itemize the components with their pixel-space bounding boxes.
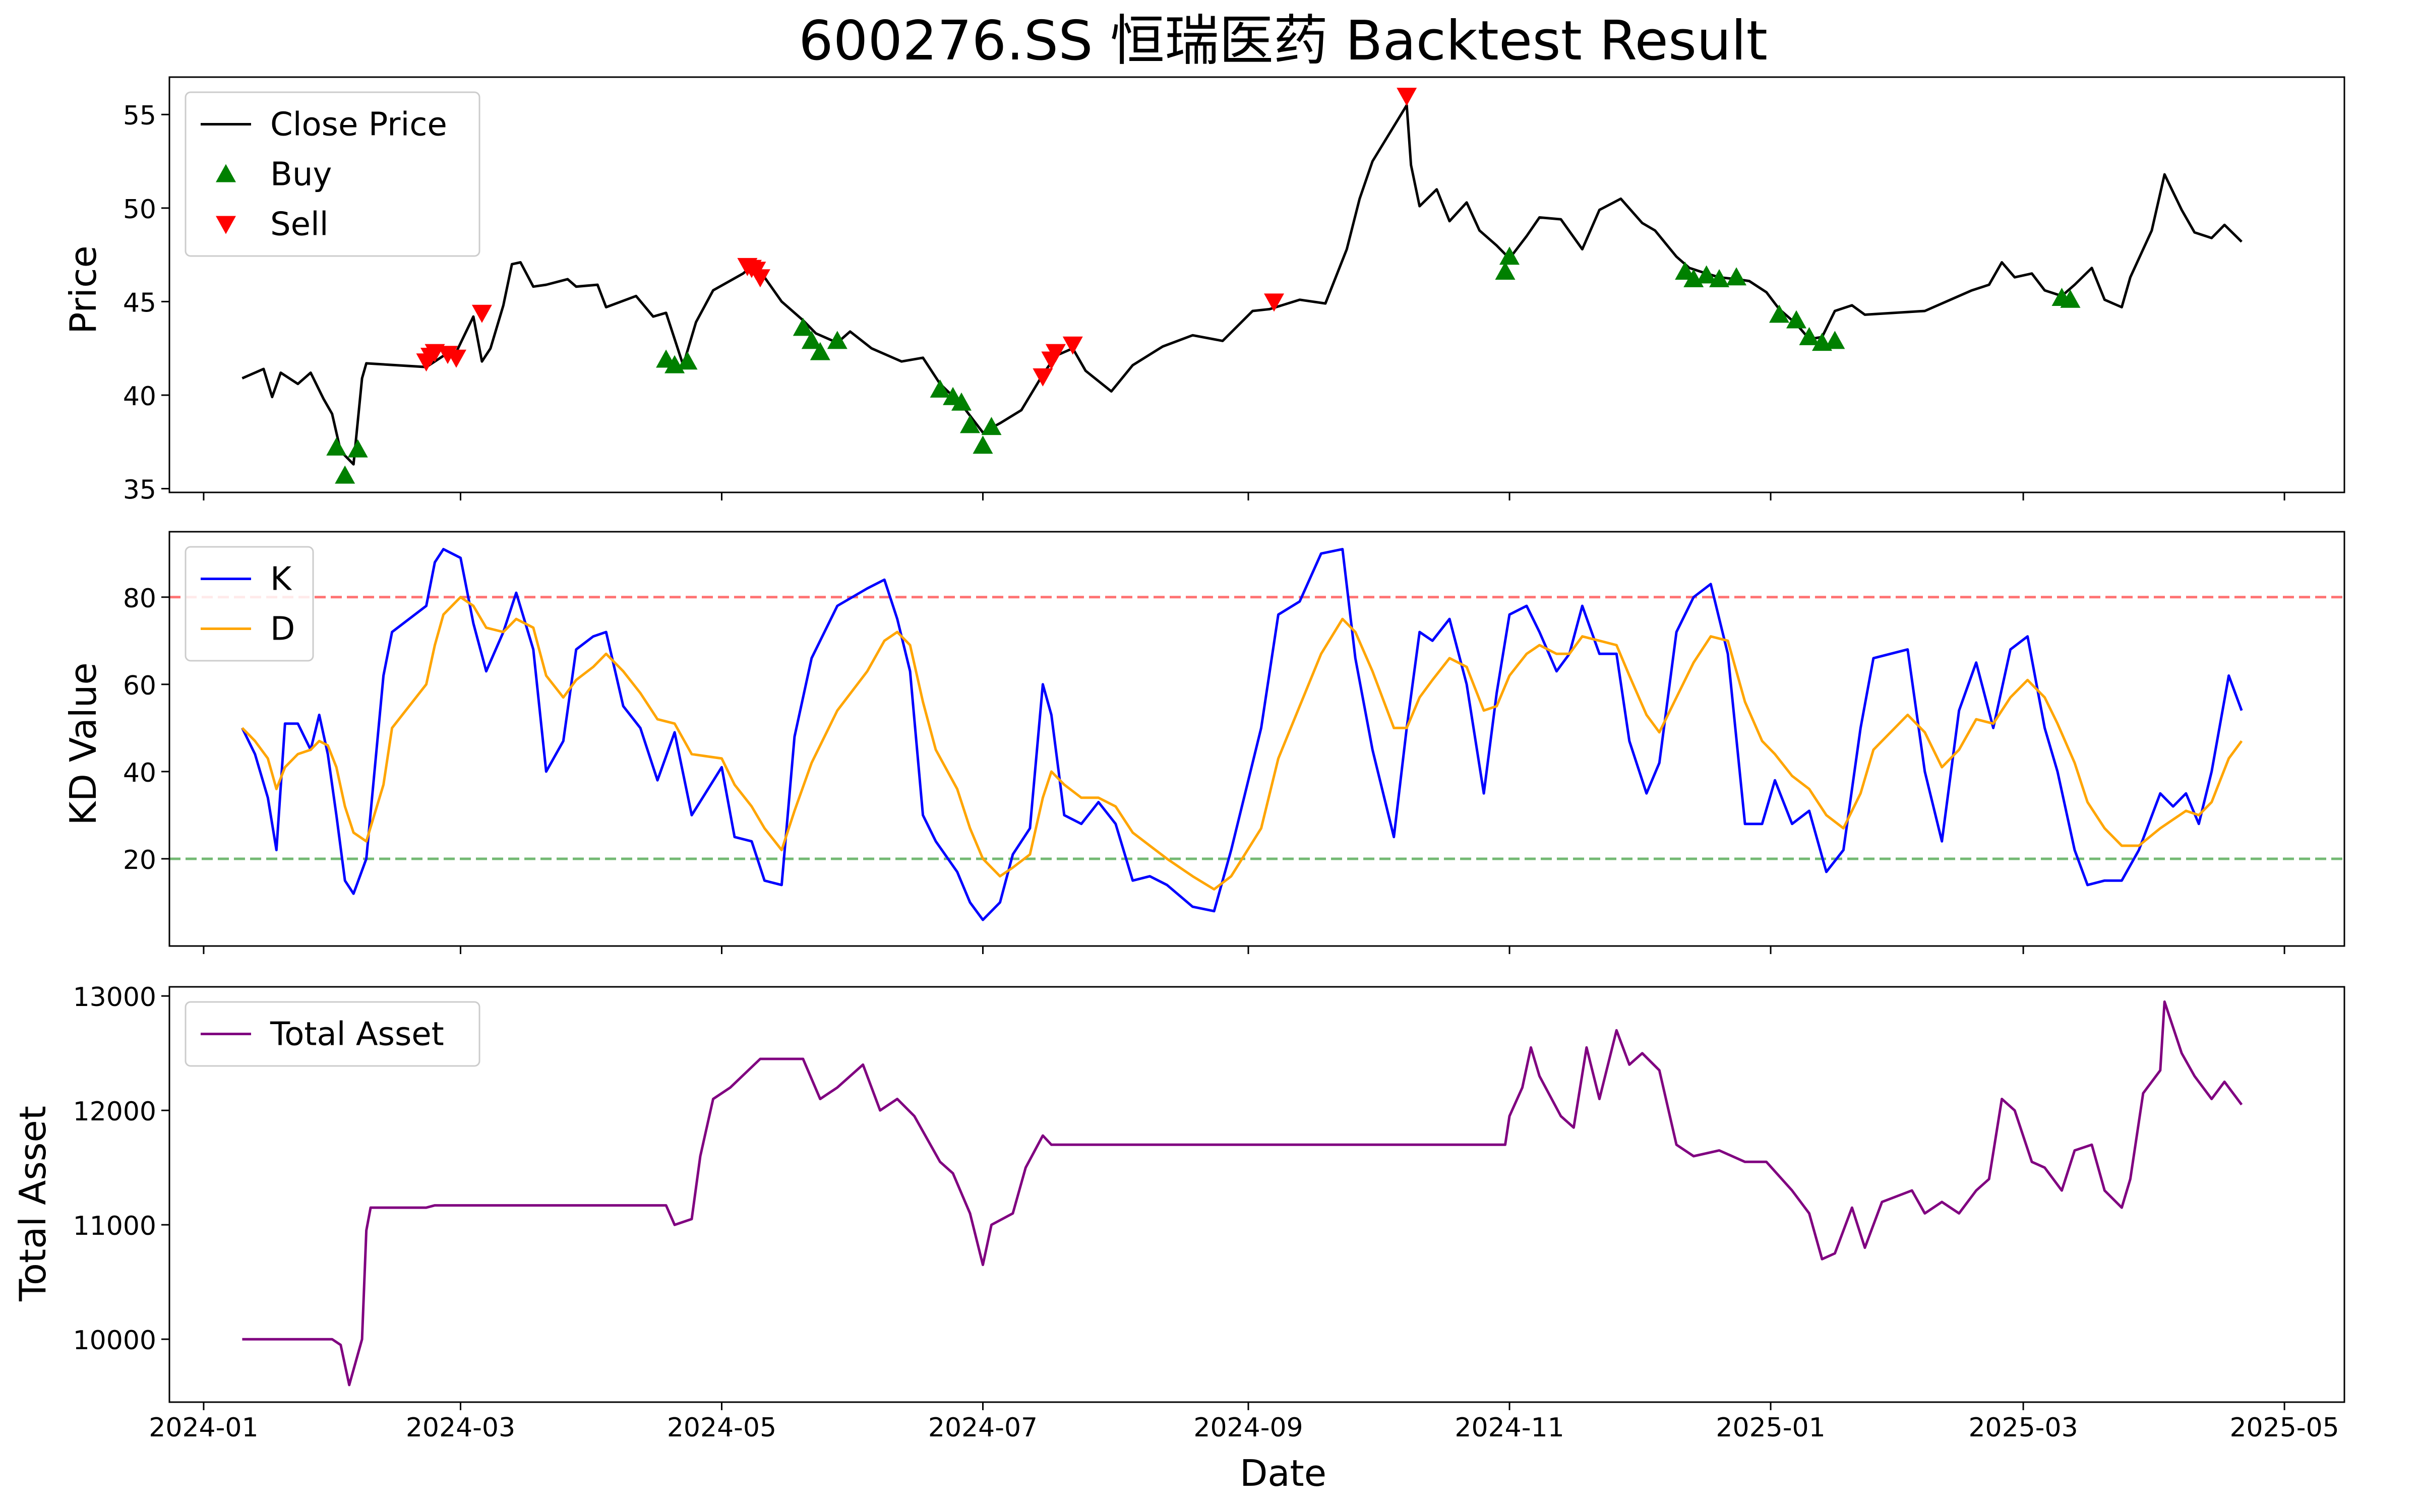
buy-marker: [1499, 246, 1520, 265]
sell-marker: [1045, 344, 1066, 362]
buy-marker: [973, 435, 993, 454]
legend-label: Close Price: [270, 106, 447, 144]
buy-marker: [981, 417, 1002, 435]
y-tick-label: 50: [123, 195, 156, 225]
sell-marker: [1397, 88, 1417, 106]
buy-marker: [793, 318, 813, 336]
figure-title: 600276.SS 恒瑞医药 Backtest Result: [799, 10, 1768, 73]
x-tick-label: 2025-03: [1968, 1413, 2078, 1443]
price-legend: Close Price Buy Sell: [185, 91, 480, 257]
legend-label: K: [270, 561, 292, 598]
buy-marker: [2060, 289, 2081, 308]
x-tick-label: 2024-03: [406, 1413, 515, 1443]
series-line-d: [241, 596, 2243, 891]
legend-label: Buy: [270, 156, 332, 194]
price-panel: Price 35 40 45 50 55 Close Price Buy Sell: [62, 76, 2345, 506]
sell-marker: [1033, 368, 1053, 387]
plot-frame: [168, 986, 2345, 1403]
legend-label: D: [270, 611, 295, 648]
kd-panel: KD Value 20 40 60 80 KD: [62, 531, 2345, 954]
buy-marker: [930, 379, 950, 398]
buy-marker: [1769, 304, 1789, 323]
sell-marker: [1264, 293, 1284, 312]
x-tick-label: 2024-01: [149, 1413, 258, 1443]
kd-plot-area: 20 40 60 80: [123, 531, 2345, 954]
x-tick-label: 2025-01: [1716, 1413, 1825, 1443]
buy-marker: [801, 331, 822, 349]
x-tick-label: 2024-11: [1455, 1413, 1564, 1443]
y-tick-label: 13000: [73, 982, 156, 1013]
sell-marker: [750, 269, 770, 288]
x-axis-label: Date: [1240, 1452, 1326, 1494]
buy-marker: [326, 437, 347, 456]
buy-marker: [1675, 262, 1696, 280]
y-tick-label: 80: [123, 584, 156, 614]
y-tick-label: 40: [123, 382, 156, 412]
y-tick-label: 10000: [73, 1326, 156, 1356]
date-axis: 2024-01 2024-03 2024-05 2024-07 2024-09 2024-…: [149, 1413, 2339, 1443]
legend-label: Sell: [270, 206, 329, 243]
kd-axis-label: KD Value: [62, 662, 104, 825]
y-tick-label: 60: [123, 671, 156, 701]
legend-label: Total Asset: [270, 1016, 444, 1053]
plot-frame: [168, 531, 2345, 947]
series-line-close-price: [241, 104, 2243, 466]
buy-marker: [951, 392, 972, 411]
buy-marker: [1786, 310, 1806, 329]
sell-marker: [471, 304, 492, 323]
price-axis-label: Price: [62, 245, 104, 334]
x-tick-label: 2024-09: [1193, 1413, 1303, 1443]
sell-marker: [446, 349, 466, 368]
buy-marker: [810, 342, 830, 360]
buy-marker: [1825, 331, 1845, 349]
y-tick-label: 11000: [73, 1211, 156, 1241]
buy-marker: [1495, 262, 1516, 280]
price-plot-area: 35 40 45 50 55: [123, 76, 2345, 506]
sell-marker: [1062, 336, 1083, 355]
buy-marker: [347, 439, 368, 458]
buy-marker: [677, 351, 698, 370]
x-tick-label: 2024-07: [928, 1413, 1038, 1443]
buy-marker: [335, 465, 355, 484]
y-tick-label: 45: [123, 288, 156, 318]
legend-swatch: [216, 164, 236, 182]
x-tick-label: 2024-05: [667, 1413, 776, 1443]
y-tick-label: 35: [123, 475, 156, 506]
asset-panel: Total Asset 10000 11000 12000 13000 Total A…: [12, 982, 2345, 1410]
y-tick-label: 55: [123, 101, 156, 131]
series-line-total-asset: [242, 1000, 2243, 1387]
y-tick-label: 40: [123, 758, 156, 788]
asset-plot-area: 10000 11000 12000 13000: [73, 982, 2345, 1410]
y-tick-label: 12000: [73, 1097, 156, 1127]
x-tick-label: 2025-05: [2229, 1413, 2339, 1443]
buy-marker: [1726, 267, 1747, 286]
buy-marker: [1709, 269, 1730, 287]
legend-box: [185, 546, 314, 662]
kd-legend: KD: [185, 546, 314, 662]
asset-legend: Total Asset: [185, 1001, 480, 1067]
legend-box: [185, 1001, 480, 1067]
asset-axis-label: Total Asset: [12, 1106, 54, 1302]
legend-box: [185, 91, 480, 257]
buy-marker: [1799, 327, 1820, 345]
buy-marker: [1696, 265, 1717, 284]
legend-swatch: [216, 216, 236, 234]
buy-marker: [960, 415, 980, 433]
buy-marker: [827, 331, 848, 349]
y-tick-label: 20: [123, 845, 156, 875]
plot-frame: [168, 76, 2345, 493]
